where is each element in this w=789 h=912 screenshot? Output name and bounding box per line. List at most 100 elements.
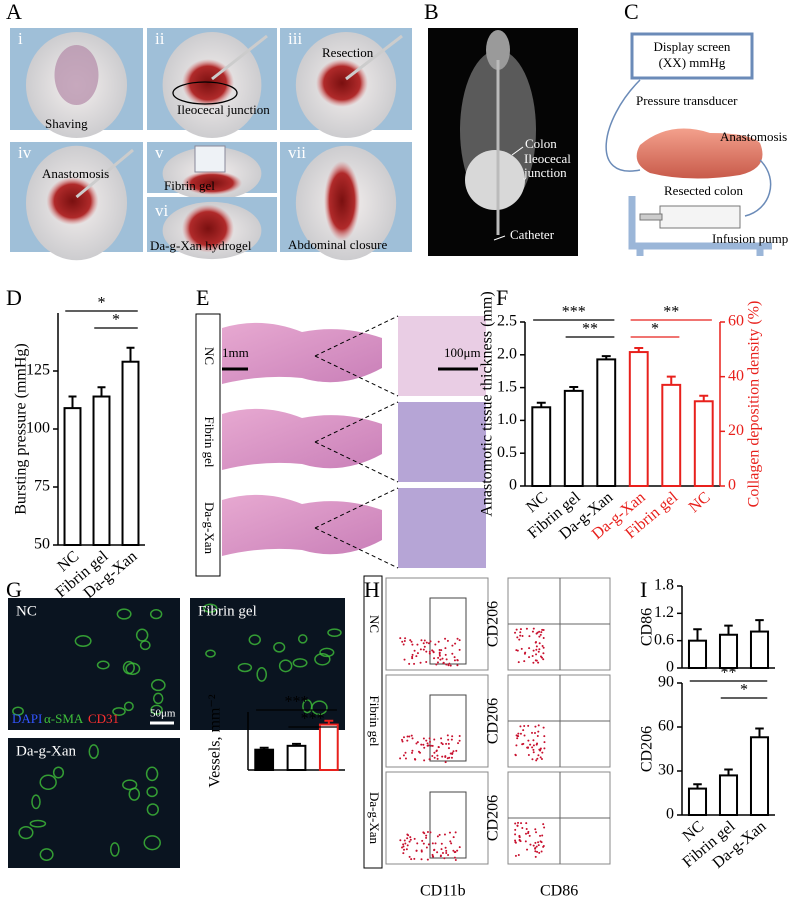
pointer — [511, 146, 524, 156]
image-label: NC — [16, 603, 37, 619]
image-label: Da-g-Xan — [16, 743, 76, 759]
error-bar — [97, 386, 106, 397]
step-label: iv — [18, 143, 32, 162]
event — [528, 656, 531, 659]
event — [401, 640, 404, 643]
event — [514, 833, 517, 836]
bar — [628, 351, 649, 488]
event — [438, 649, 441, 652]
event — [441, 657, 444, 660]
event — [402, 736, 405, 739]
event — [539, 756, 542, 759]
event — [428, 652, 431, 655]
event — [403, 839, 406, 842]
event — [409, 639, 412, 642]
event — [434, 643, 437, 646]
event — [515, 734, 518, 737]
y-tick-label: 1.8 — [654, 577, 674, 594]
event — [408, 855, 411, 858]
y-tick-label: 0 — [666, 659, 674, 676]
event — [451, 652, 454, 655]
error-bar — [292, 742, 301, 746]
error-bar — [693, 628, 702, 641]
y-axis-label: Anastomotic tissue thickness (mm) — [479, 291, 496, 516]
gate — [429, 694, 467, 762]
error-bar — [259, 746, 269, 750]
event — [524, 840, 527, 843]
zoom-guide — [314, 527, 399, 569]
error-bar — [601, 355, 611, 360]
event — [430, 744, 433, 747]
event — [437, 656, 440, 659]
event — [414, 758, 417, 761]
vessel — [39, 774, 57, 791]
event — [429, 831, 432, 834]
event — [528, 834, 531, 837]
scale-label: 50μm — [150, 708, 176, 720]
event — [401, 740, 404, 743]
vessel — [292, 658, 308, 668]
event — [403, 640, 406, 643]
event — [456, 849, 459, 852]
event — [419, 751, 422, 754]
event — [519, 631, 522, 634]
x-tick-label: NC — [686, 489, 714, 516]
event — [443, 857, 446, 860]
event — [452, 750, 455, 753]
event — [532, 661, 535, 664]
error-bar — [634, 346, 644, 353]
bar — [531, 406, 552, 487]
event — [441, 743, 444, 746]
colon-drawing — [636, 128, 763, 179]
event — [517, 661, 520, 664]
bar — [92, 395, 111, 546]
vessel — [237, 662, 253, 673]
event — [532, 739, 535, 742]
zoom-guide — [314, 315, 399, 357]
y2-tick-label: 60 — [728, 313, 744, 330]
bar — [749, 630, 770, 669]
event — [532, 751, 535, 754]
event — [409, 838, 412, 841]
event — [517, 732, 520, 735]
tube — [744, 159, 772, 217]
event — [425, 641, 428, 644]
event — [420, 743, 423, 746]
vessel — [125, 662, 141, 676]
event — [440, 649, 443, 652]
event — [447, 853, 450, 856]
significance-label: * — [740, 682, 748, 699]
event — [444, 637, 447, 640]
event — [514, 841, 517, 844]
event — [408, 840, 411, 843]
vessel — [74, 635, 92, 648]
event — [533, 731, 536, 734]
event — [539, 834, 542, 837]
event — [456, 637, 459, 640]
event — [523, 725, 526, 728]
tissue-section — [222, 408, 382, 470]
event — [525, 822, 528, 825]
event — [531, 758, 534, 761]
wound — [182, 171, 242, 195]
event — [538, 630, 541, 633]
event — [445, 742, 448, 745]
bar — [318, 723, 339, 771]
event — [409, 836, 412, 839]
vessel — [146, 803, 159, 816]
syringe — [194, 145, 226, 173]
event — [526, 746, 529, 749]
event — [416, 741, 419, 744]
vessel — [88, 744, 99, 760]
event — [516, 636, 519, 639]
event — [542, 629, 545, 632]
event — [538, 635, 541, 638]
event — [402, 643, 405, 646]
event — [450, 756, 453, 759]
bar — [286, 744, 307, 771]
event — [437, 640, 440, 643]
forceps — [211, 34, 268, 81]
event — [514, 753, 517, 756]
event — [406, 844, 409, 847]
event — [452, 849, 455, 852]
